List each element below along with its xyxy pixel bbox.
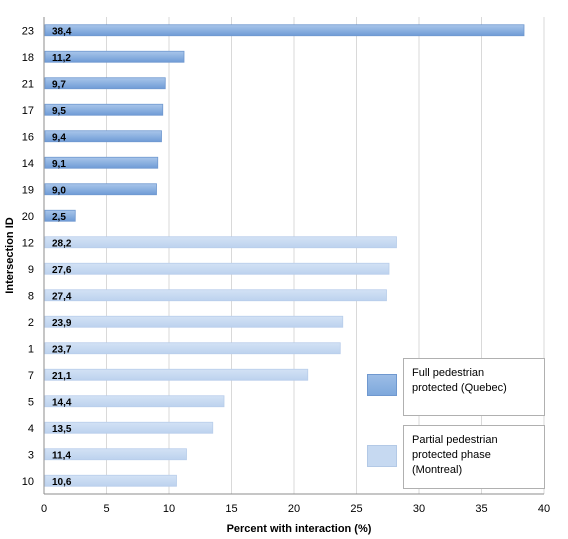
legend-montreal-line-1: Partial pedestrian <box>412 434 498 446</box>
bar-10 <box>44 474 177 487</box>
x-tick-label-40: 40 <box>538 503 550 515</box>
legend-quebec-swatch <box>367 374 397 396</box>
data-label-9: 27,6 <box>52 265 72 276</box>
data-label-23: 38,4 <box>52 26 72 37</box>
legend-montreal-line-3: (Montreal) <box>412 464 463 476</box>
y-tick-label-2: 2 <box>28 317 34 329</box>
x-tick-label-35: 35 <box>475 503 487 515</box>
data-label-19: 9,0 <box>52 185 66 196</box>
data-label-10: 10,6 <box>52 477 72 488</box>
bar-21 <box>44 77 166 90</box>
y-tick-label-20: 20 <box>22 211 34 223</box>
bar-12 <box>44 236 397 249</box>
legend-quebec-box <box>403 358 545 416</box>
y-tick-label-23: 23 <box>22 25 34 37</box>
bar-20 <box>44 209 76 222</box>
legend-montreal-box <box>403 425 545 489</box>
data-label-7: 21,1 <box>52 371 72 382</box>
x-tick-label-5: 5 <box>103 503 109 515</box>
data-label-5: 14,4 <box>52 397 72 408</box>
data-label-18: 11,2 <box>52 53 71 64</box>
data-label-12: 28,2 <box>52 238 72 249</box>
data-label-20: 2,5 <box>52 212 66 223</box>
data-label-1: 23,7 <box>52 344 72 355</box>
x-tick-label-20: 20 <box>288 503 300 515</box>
legend-quebec-line-2: protected (Quebec) <box>412 382 507 394</box>
x-tick-label-30: 30 <box>413 503 425 515</box>
data-label-8: 27,4 <box>52 291 72 302</box>
legend-quebec-label: Full pedestrian protected (Quebec) <box>412 366 540 396</box>
legend-montreal-label: Partial pedestrian protected phase (Mont… <box>412 433 540 478</box>
bar-9 <box>44 262 390 275</box>
legend-quebec-line-1: Full pedestrian <box>412 367 485 379</box>
data-label-17: 9,5 <box>52 106 66 117</box>
data-label-2: 23,9 <box>52 318 72 329</box>
y-axis-title: Intersection ID <box>4 217 16 293</box>
x-tick-label-25: 25 <box>350 503 362 515</box>
y-tick-label-14: 14 <box>22 158 34 170</box>
bar-19 <box>44 183 157 196</box>
data-label-3: 11,4 <box>52 450 71 461</box>
y-tick-label-8: 8 <box>28 290 34 302</box>
y-tick-label-16: 16 <box>22 131 34 143</box>
y-tick-label-3: 3 <box>28 449 34 461</box>
y-tick-label-1: 1 <box>28 343 34 355</box>
bar-5 <box>44 395 225 408</box>
y-tick-label-17: 17 <box>22 105 34 117</box>
bar-4 <box>44 421 214 434</box>
bar-3 <box>44 448 187 461</box>
data-label-14: 9,1 <box>52 159 66 170</box>
bar-1 <box>44 342 341 355</box>
bar-8 <box>44 289 387 302</box>
x-tick-label-0: 0 <box>41 503 47 515</box>
y-tick-label-5: 5 <box>28 396 34 408</box>
legend-montreal-line-2: protected phase <box>412 449 491 461</box>
y-tick-label-10: 10 <box>22 476 34 488</box>
bar-7 <box>44 368 309 381</box>
bar-16 <box>44 130 162 143</box>
legend-montreal-swatch <box>367 445 397 467</box>
y-tick-label-18: 18 <box>22 52 34 64</box>
data-label-21: 9,7 <box>52 79 66 90</box>
y-tick-label-9: 9 <box>28 264 34 276</box>
x-tick-label-10: 10 <box>163 503 175 515</box>
y-tick-label-4: 4 <box>28 423 34 435</box>
bar-2 <box>44 315 344 328</box>
bar-23 <box>44 24 525 37</box>
y-tick-label-21: 21 <box>22 78 34 90</box>
data-label-4: 13,5 <box>52 424 72 435</box>
y-tick-label-7: 7 <box>28 370 34 382</box>
bar-14 <box>44 156 159 169</box>
x-tick-label-15: 15 <box>225 503 237 515</box>
bar-18 <box>44 50 185 63</box>
y-tick-label-12: 12 <box>22 237 34 249</box>
data-label-16: 9,4 <box>52 132 66 143</box>
x-axis-title: Percent with interaction (%) <box>227 523 372 535</box>
bar-17 <box>44 103 164 116</box>
y-tick-label-19: 19 <box>22 184 34 196</box>
